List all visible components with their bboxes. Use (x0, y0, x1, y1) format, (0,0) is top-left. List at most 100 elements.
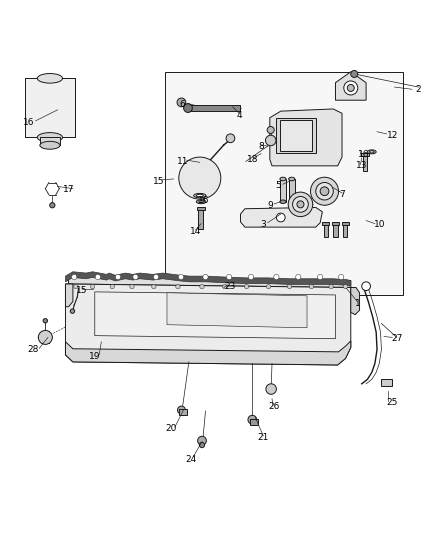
Text: 13: 13 (355, 161, 367, 171)
Bar (332, 224, 337, 237)
Ellipse shape (288, 200, 294, 204)
Polygon shape (269, 109, 341, 166)
Polygon shape (350, 287, 359, 314)
Bar (323, 224, 327, 237)
Circle shape (74, 285, 78, 289)
Text: 10: 10 (373, 221, 384, 229)
Polygon shape (164, 72, 403, 295)
Text: 16: 16 (23, 118, 35, 127)
Circle shape (177, 406, 185, 414)
Polygon shape (68, 276, 350, 287)
Circle shape (199, 442, 204, 448)
Circle shape (177, 98, 185, 107)
Text: 25: 25 (386, 398, 397, 407)
Text: 18: 18 (246, 155, 258, 164)
Ellipse shape (367, 150, 375, 154)
Bar (196, 207, 204, 209)
Circle shape (265, 384, 276, 394)
Text: 12: 12 (386, 131, 397, 140)
Polygon shape (166, 293, 306, 328)
Text: 14: 14 (189, 227, 201, 236)
Circle shape (248, 274, 253, 280)
Bar (342, 224, 346, 237)
Circle shape (38, 330, 52, 344)
Circle shape (115, 274, 120, 280)
Circle shape (153, 274, 158, 280)
Circle shape (361, 282, 370, 290)
Polygon shape (240, 207, 321, 227)
Text: 9: 9 (266, 201, 272, 209)
Circle shape (308, 285, 313, 289)
Ellipse shape (37, 74, 62, 83)
Text: 15: 15 (76, 286, 87, 295)
Polygon shape (65, 284, 350, 365)
Circle shape (328, 285, 332, 289)
Circle shape (292, 197, 307, 212)
Circle shape (343, 81, 357, 95)
Bar (249, 419, 257, 425)
Text: 28: 28 (28, 345, 39, 354)
Text: 21: 21 (257, 433, 268, 442)
Text: 15: 15 (152, 176, 164, 185)
Bar (341, 222, 348, 225)
Circle shape (183, 104, 192, 112)
Ellipse shape (37, 133, 62, 142)
Text: 24: 24 (185, 455, 196, 464)
Polygon shape (65, 272, 350, 286)
Polygon shape (65, 284, 73, 307)
Circle shape (338, 274, 343, 280)
Polygon shape (65, 341, 350, 365)
Circle shape (130, 285, 134, 289)
Text: 19: 19 (89, 352, 100, 361)
Circle shape (43, 319, 47, 323)
Circle shape (350, 70, 357, 77)
Circle shape (178, 157, 220, 199)
Circle shape (226, 134, 234, 143)
Circle shape (317, 274, 322, 280)
Polygon shape (95, 292, 335, 338)
Circle shape (276, 213, 285, 222)
Text: 20: 20 (165, 424, 177, 433)
Circle shape (71, 274, 77, 280)
Circle shape (247, 415, 256, 424)
Circle shape (296, 201, 303, 208)
Ellipse shape (196, 200, 205, 204)
Circle shape (226, 274, 231, 280)
Ellipse shape (196, 195, 203, 197)
Circle shape (288, 192, 312, 216)
Circle shape (151, 285, 155, 289)
Bar (179, 409, 187, 415)
Circle shape (133, 274, 138, 280)
Circle shape (222, 285, 226, 289)
Circle shape (199, 285, 204, 289)
Circle shape (267, 126, 274, 133)
Text: 1: 1 (353, 299, 360, 308)
Text: 4: 4 (236, 111, 241, 120)
Text: 26: 26 (268, 402, 279, 411)
Text: 8: 8 (258, 142, 263, 151)
Circle shape (244, 285, 248, 289)
Bar (40, 136, 60, 146)
Circle shape (319, 187, 328, 196)
Text: 16: 16 (357, 150, 369, 159)
Bar (288, 179, 294, 201)
Polygon shape (279, 120, 311, 150)
Ellipse shape (369, 151, 373, 153)
Circle shape (49, 203, 55, 208)
Text: 27: 27 (390, 334, 402, 343)
Circle shape (273, 274, 279, 280)
Circle shape (178, 274, 183, 280)
Text: 17: 17 (63, 185, 74, 195)
Bar (279, 179, 286, 201)
Ellipse shape (198, 200, 203, 203)
Ellipse shape (279, 200, 286, 204)
Ellipse shape (288, 177, 294, 181)
Circle shape (265, 135, 276, 146)
Text: 6: 6 (179, 100, 185, 109)
Polygon shape (276, 118, 315, 153)
Bar (25, 78, 75, 138)
Text: 3: 3 (260, 221, 265, 229)
Circle shape (95, 274, 100, 280)
Circle shape (295, 274, 300, 280)
Text: 5: 5 (275, 181, 281, 190)
